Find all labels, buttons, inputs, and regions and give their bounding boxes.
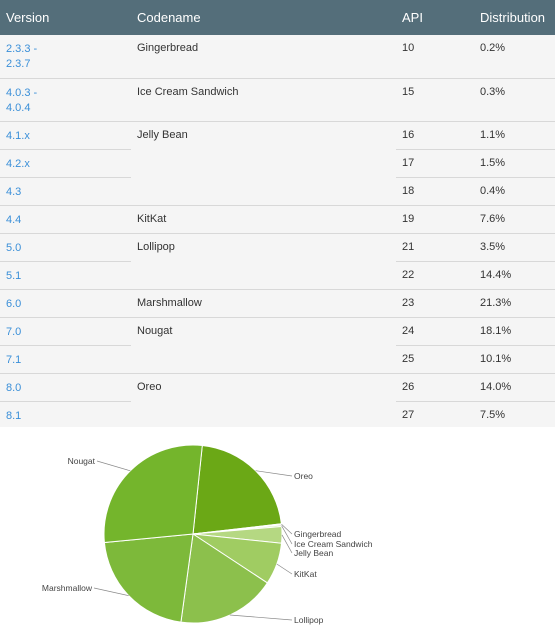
distribution-cell: 7.5% (474, 400, 555, 429)
slice-label: Ice Cream Sandwich (294, 539, 373, 549)
leader-line (255, 470, 293, 477)
table-row: 4.3 18 0.4% (0, 176, 555, 205)
distribution-cell: 1.1% (474, 120, 555, 149)
table-row: 5.0 Lollipop 21 3.5% (0, 232, 555, 289)
distribution-cell: 1.5% (474, 148, 555, 177)
table-row: 4.0.3 - 4.0.4 Ice Cream Sandwich 15 0.3% (0, 77, 555, 121)
codename-cell: Jelly Bean (131, 120, 396, 205)
api-cell: 23 (396, 288, 474, 317)
api-cell: 15 (396, 77, 474, 121)
api-cell: 16 (396, 120, 474, 149)
leader-line (96, 460, 131, 472)
version-cell[interactable]: 2.3.3 - 2.3.7 (0, 35, 131, 78)
table-row: 5.1 22 14.4% (0, 260, 555, 289)
distribution-cell: 14.4% (474, 260, 555, 289)
api-cell: 18 (396, 176, 474, 205)
table-row: 4.2.x 17 1.5% (0, 148, 555, 177)
distribution-cell: 21.3% (474, 288, 555, 317)
slice-label: Jelly Bean (294, 548, 333, 558)
distribution-cell: 7.6% (474, 204, 555, 233)
pie-slice-nougat (103, 444, 203, 544)
api-cell: 26 (396, 372, 474, 401)
distribution-cell: 18.1% (474, 316, 555, 345)
pie-slice-oreo (192, 444, 282, 535)
header-version: Version (0, 0, 131, 35)
slice-label: Marshmallow (42, 583, 93, 593)
version-cell[interactable]: 4.4 (0, 204, 131, 233)
slice-label: Lollipop (294, 615, 324, 625)
pie-slice-marshmallow (103, 533, 194, 623)
version-cell[interactable]: 5.0 (0, 232, 131, 261)
leader-line (281, 525, 293, 545)
api-cell: 25 (396, 344, 474, 373)
pie-chart-area: Oreo Gingerbread Ice Cream Sandwich Jelly B… (0, 427, 555, 640)
distribution-cell: 10.1% (474, 344, 555, 373)
slice-label: Oreo (294, 471, 313, 481)
distribution-cell: 0.4% (474, 176, 555, 205)
codename-cell: Oreo (131, 372, 396, 429)
table-row: 4.4 KitKat 19 7.6% (0, 204, 555, 233)
header-api: API (396, 0, 474, 35)
version-cell[interactable]: 4.0.3 - 4.0.4 (0, 77, 131, 121)
leader-line (281, 534, 293, 554)
api-cell: 22 (396, 260, 474, 289)
pie-slice-lollipop (180, 533, 269, 624)
codename-cell: Ice Cream Sandwich (131, 77, 396, 121)
codename-cell: Gingerbread (131, 35, 396, 78)
table-row: 6.0 Marshmallow 23 21.3% (0, 288, 555, 317)
codename-cell: Lollipop (131, 232, 396, 289)
api-cell: 21 (396, 232, 474, 261)
table-row: 8.1 27 7.5% (0, 400, 555, 429)
version-cell[interactable]: 7.1 (0, 344, 131, 373)
slice-label: KitKat (294, 569, 317, 579)
version-cell[interactable]: 4.3 (0, 176, 131, 205)
version-cell[interactable]: 4.1.x (0, 120, 131, 149)
distribution-cell: 0.2% (474, 35, 555, 78)
version-cell[interactable]: 6.0 (0, 288, 131, 317)
header-distribution: Distribution (474, 0, 555, 35)
table-row: 7.0 Nougat 24 18.1% (0, 316, 555, 373)
distribution-cell: 0.3% (474, 77, 555, 121)
distribution-table: Version Codename API Distribution 2.3.3 … (0, 0, 555, 429)
version-cell[interactable]: 7.0 (0, 316, 131, 345)
leader-line (281, 524, 293, 535)
header-codename: Codename (131, 0, 396, 35)
slice-label: Nougat (68, 456, 96, 466)
api-cell: 27 (396, 400, 474, 429)
slice-label: Gingerbread (294, 529, 342, 539)
table-row: 4.1.x Jelly Bean 16 1.1% (0, 120, 555, 205)
table-row: 2.3.3 - 2.3.7 Gingerbread 10 0.2% (0, 35, 555, 78)
distribution-cell: 14.0% (474, 372, 555, 401)
table-header-row: Version Codename API Distribution (0, 0, 555, 35)
version-cell[interactable]: 8.1 (0, 400, 131, 429)
codename-cell: Marshmallow (131, 288, 396, 317)
api-cell: 10 (396, 35, 474, 78)
distribution-cell: 3.5% (474, 232, 555, 261)
api-cell: 24 (396, 316, 474, 345)
version-cell[interactable]: 4.2.x (0, 148, 131, 177)
leader-line (229, 614, 293, 621)
api-cell: 17 (396, 148, 474, 177)
leader-line (93, 587, 129, 597)
codename-cell: Nougat (131, 316, 396, 373)
codename-cell: KitKat (131, 204, 396, 233)
version-cell[interactable]: 5.1 (0, 260, 131, 289)
version-cell[interactable]: 8.0 (0, 372, 131, 401)
table-row: 7.1 25 10.1% (0, 344, 555, 373)
leader-line (276, 563, 293, 575)
api-cell: 19 (396, 204, 474, 233)
table-row: 8.0 Oreo 26 14.0% (0, 372, 555, 429)
